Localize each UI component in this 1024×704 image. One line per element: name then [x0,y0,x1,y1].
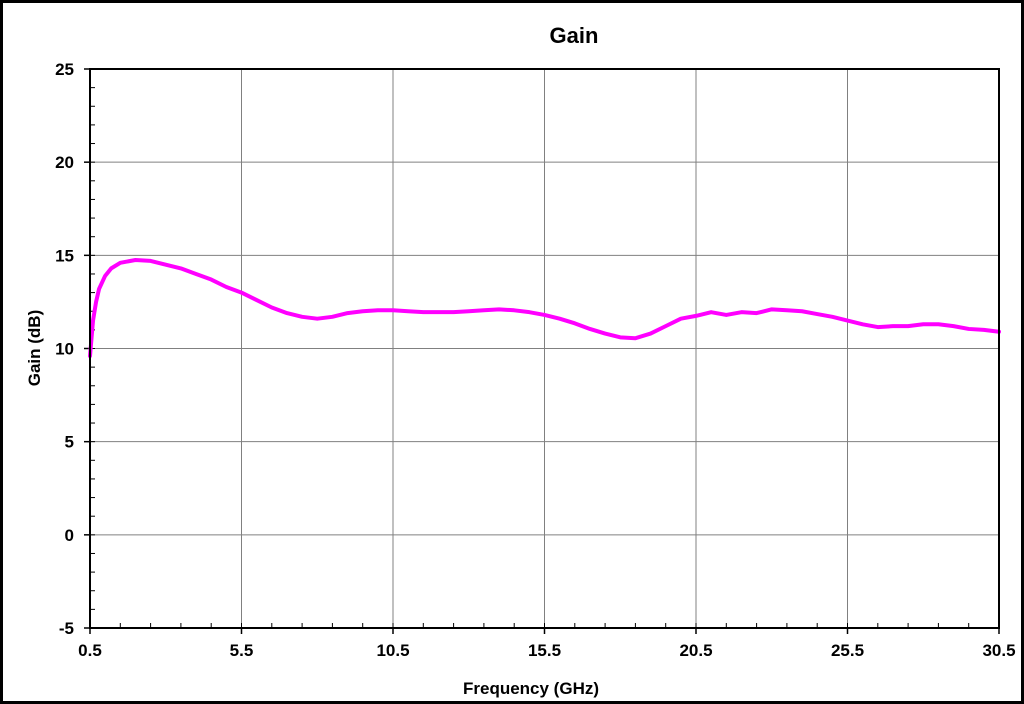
plot-area-border [89,68,1000,629]
y-tick-label: 25 [55,60,74,79]
x-tick-label: 25.5 [831,641,864,660]
x-axis-label: Frequency (GHz) [463,679,599,698]
gain-chart: Gain 0.5 5.5 10.5 15.5 20.5 25.5 30.5 -5 0 5 10 15 2… [25,23,1016,698]
x-tick-label: 30.5 [982,641,1015,660]
y-tick-label: 0 [65,526,74,545]
series-line-0 [88,257,1001,358]
x-tick-label: 15.5 [528,641,561,660]
x-tick-label: 0.5 [78,641,102,660]
tick-labels: 0.5 5.5 10.5 15.5 20.5 25.5 30.5 -5 0 5 10 15 20 25 [55,60,1015,660]
y-tick-label: 15 [55,246,74,265]
x-tick-label: 20.5 [679,641,712,660]
series-layer [88,257,1001,358]
y-tick-label: 20 [55,153,74,172]
axis-ticks [84,68,1000,634]
grid-lines [89,68,1000,629]
chart-title: Gain [550,23,599,48]
y-tick-label: -5 [59,619,74,638]
x-tick-label: 5.5 [230,641,254,660]
y-tick-label: 5 [65,433,74,452]
x-tick-label: 10.5 [376,641,409,660]
y-axis-label: Gain (dB) [25,310,44,387]
y-tick-label: 10 [55,340,74,359]
